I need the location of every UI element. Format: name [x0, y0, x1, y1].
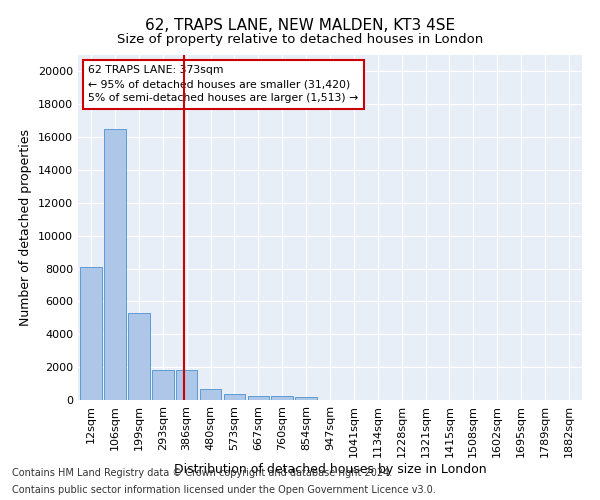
- Bar: [224, 394, 245, 400]
- Bar: [104, 129, 126, 400]
- Text: Contains public sector information licensed under the Open Government Licence v3: Contains public sector information licen…: [12, 485, 436, 495]
- Text: Size of property relative to detached houses in London: Size of property relative to detached ho…: [117, 32, 483, 46]
- Y-axis label: Number of detached properties: Number of detached properties: [19, 129, 32, 326]
- Text: 62 TRAPS LANE: 373sqm
← 95% of detached houses are smaller (31,420)
5% of semi-d: 62 TRAPS LANE: 373sqm ← 95% of detached …: [88, 66, 358, 104]
- Text: Contains HM Land Registry data © Crown copyright and database right 2024.: Contains HM Land Registry data © Crown c…: [12, 468, 392, 477]
- Bar: [152, 370, 173, 400]
- Bar: [128, 313, 149, 400]
- Bar: [295, 397, 317, 400]
- Bar: [248, 396, 269, 400]
- X-axis label: Distribution of detached houses by size in London: Distribution of detached houses by size …: [173, 462, 487, 475]
- Bar: [80, 267, 102, 400]
- Text: 62, TRAPS LANE, NEW MALDEN, KT3 4SE: 62, TRAPS LANE, NEW MALDEN, KT3 4SE: [145, 18, 455, 32]
- Bar: [271, 396, 293, 400]
- Bar: [176, 370, 197, 400]
- Bar: [200, 389, 221, 400]
